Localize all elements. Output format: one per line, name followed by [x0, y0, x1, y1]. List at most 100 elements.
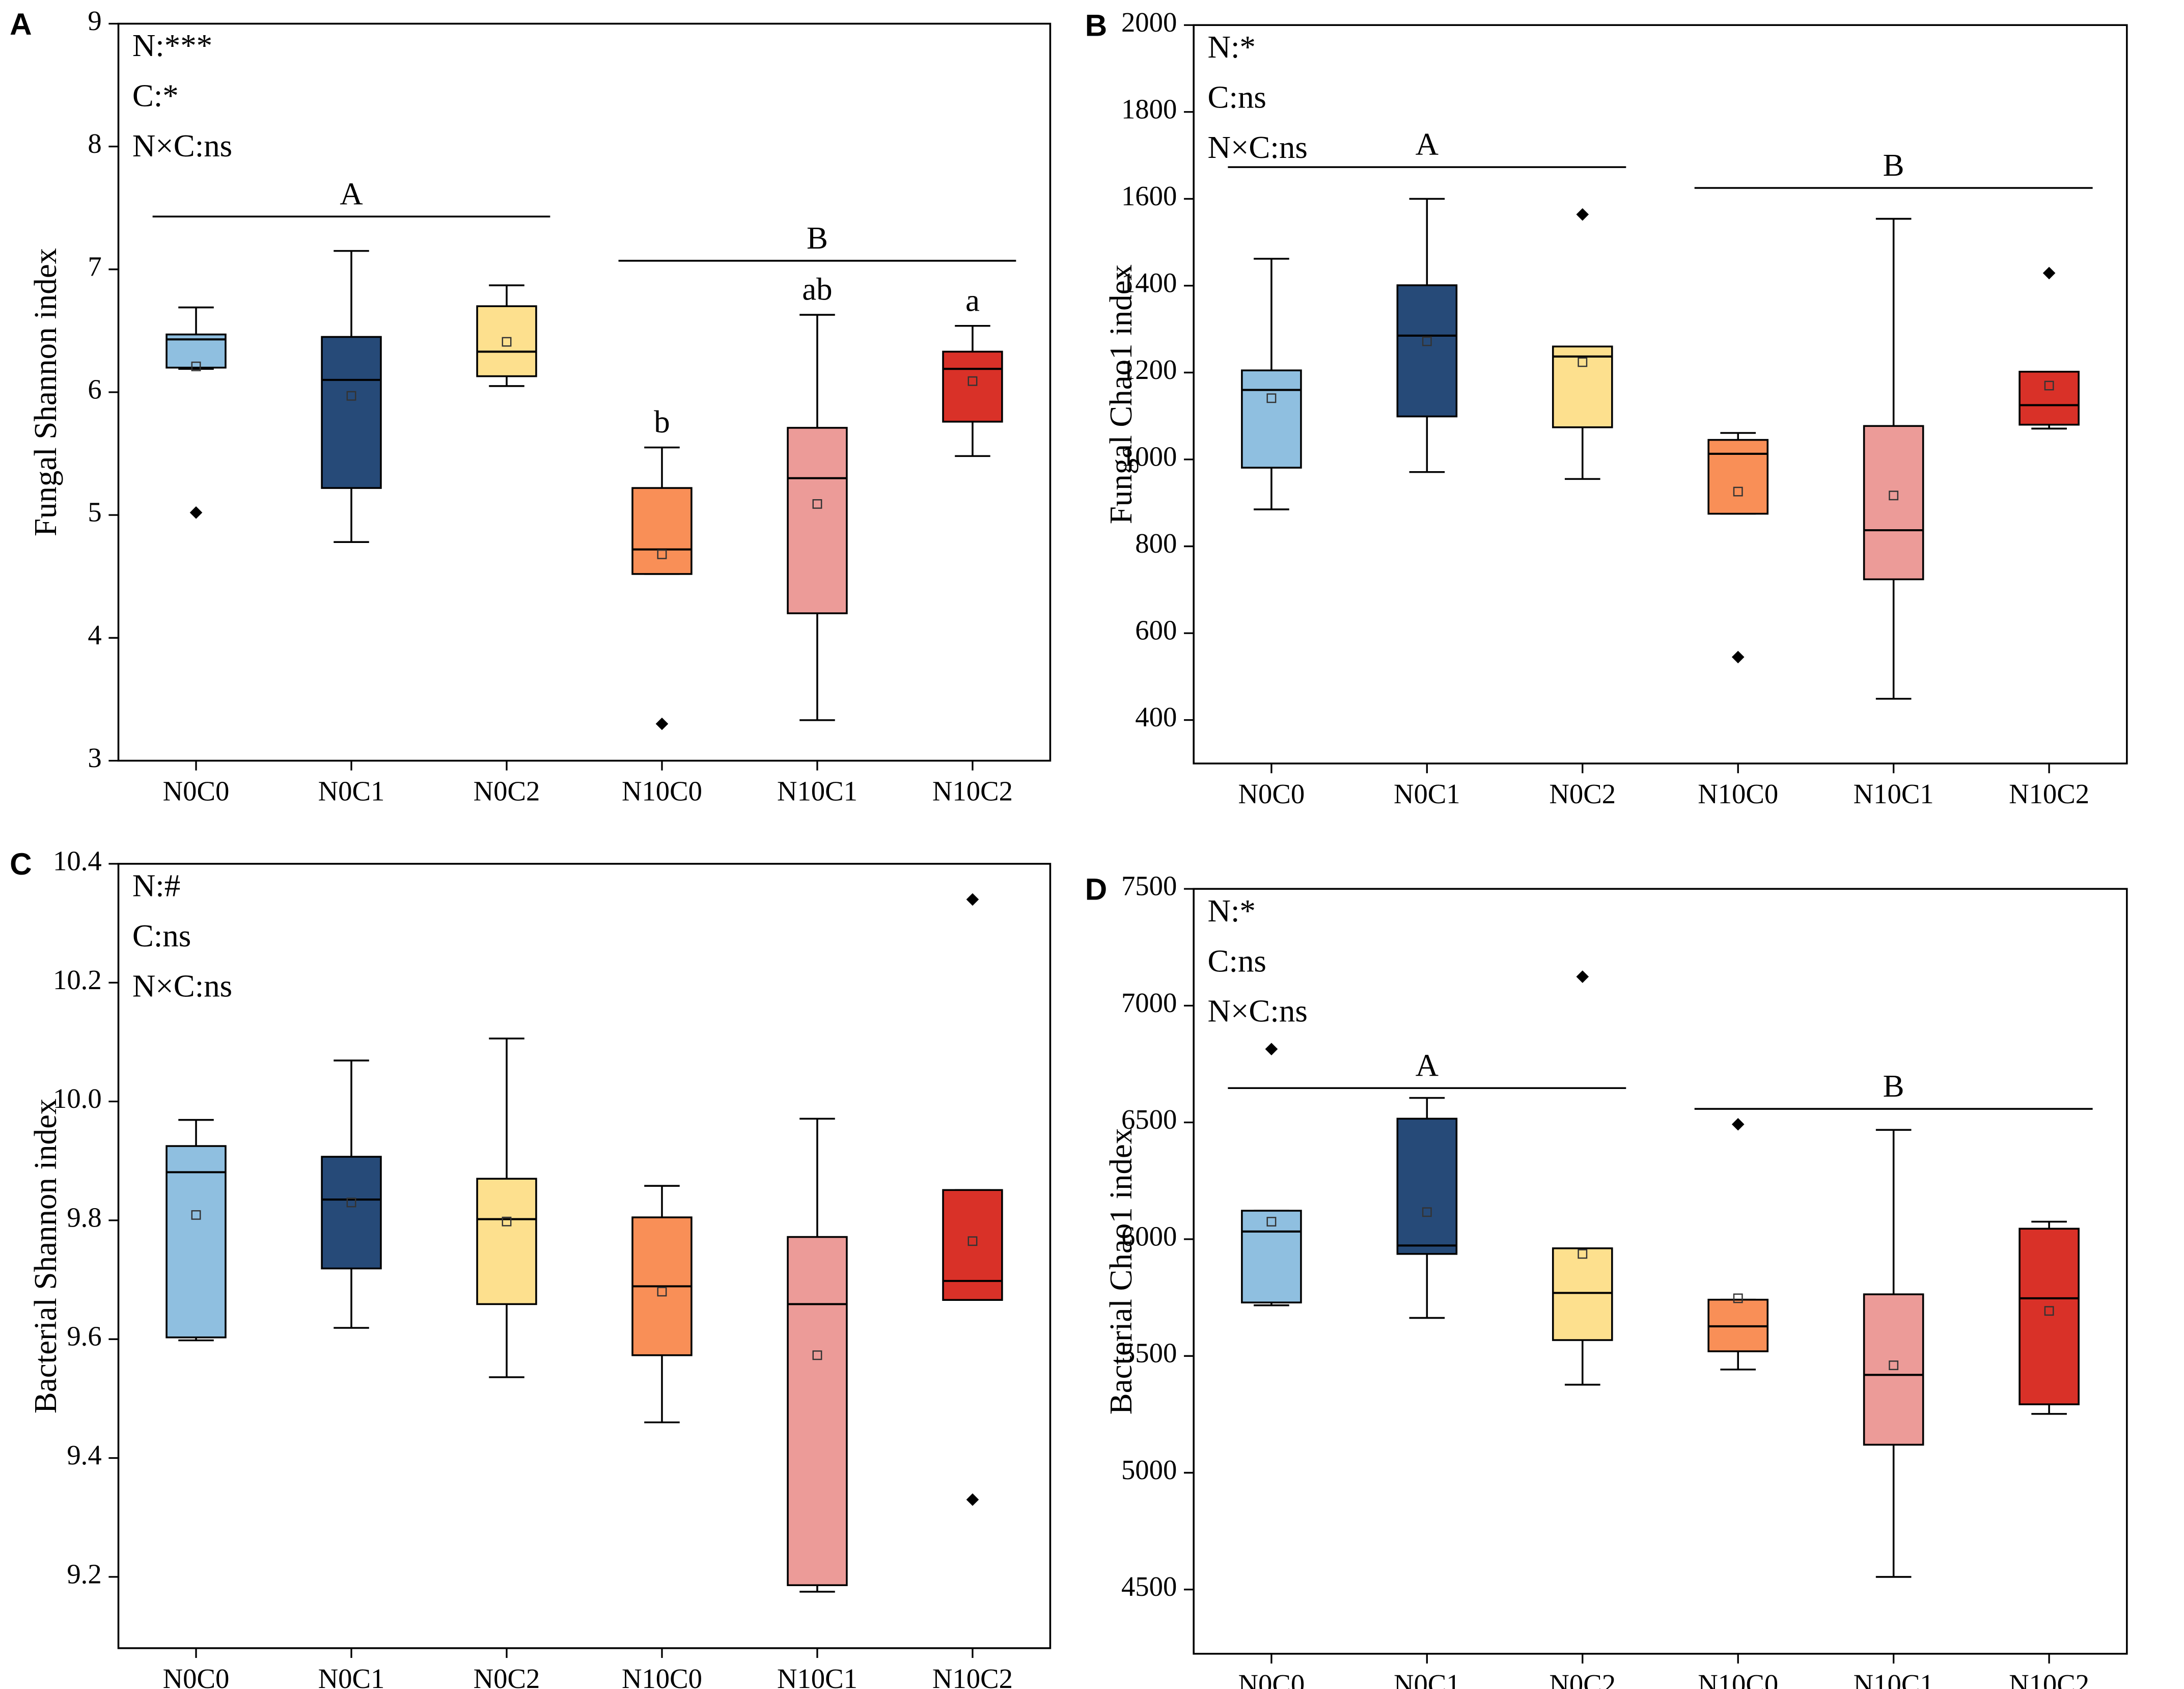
y-tick-label: 9.2: [67, 1558, 101, 1589]
outlier: [966, 893, 979, 906]
x-tick-label: N0C2: [1549, 778, 1616, 809]
y-axis-label: Fungal Shannon index: [27, 248, 63, 536]
panel-label: C: [10, 847, 32, 881]
plot-frame: [1193, 24, 2128, 765]
x-tick-label: N10C2: [2009, 1669, 2089, 1689]
y-tick-label: 5500: [1121, 1338, 1177, 1369]
y-tick-label: 2000: [1121, 7, 1177, 38]
outlier: [966, 1493, 979, 1506]
box-label: a: [965, 282, 980, 318]
mean: [2044, 1306, 2054, 1316]
mean: [1422, 336, 1432, 346]
stat-label: N:*: [1208, 29, 1256, 65]
group-label: B: [807, 220, 828, 256]
box: [476, 305, 537, 377]
plot-frame: [117, 863, 1052, 1649]
mean: [967, 376, 978, 386]
x-tick-label: N0C0: [163, 776, 230, 807]
y-tick-label: 7000: [1121, 987, 1177, 1018]
x-tick-label: N0C0: [1238, 778, 1305, 809]
outlier: [1731, 1118, 1745, 1131]
mean: [1578, 1249, 1588, 1259]
y-tick-label: 6000: [1121, 1220, 1177, 1251]
y-axis-label: Bacterial Chao1 index: [1103, 1128, 1139, 1414]
x-tick-label: N10C2: [2009, 778, 2089, 809]
group-label: B: [1883, 147, 1904, 183]
mean: [191, 1210, 201, 1220]
box: [476, 1178, 537, 1305]
mean: [812, 1350, 822, 1360]
outlier: [189, 506, 203, 519]
mean: [1733, 486, 1743, 497]
x-tick-label: N0C1: [1394, 778, 1460, 809]
box: [2019, 1228, 2080, 1405]
x-tick-label: N10C2: [932, 776, 1013, 807]
outlier: [2042, 266, 2056, 280]
y-tick-label: 400: [1135, 701, 1177, 732]
mean: [967, 1236, 978, 1246]
y-tick-label: 9: [88, 5, 101, 36]
y-tick-label: 4: [88, 619, 101, 650]
x-tick-label: N10C0: [622, 1663, 702, 1689]
x-tick-label: N10C1: [777, 776, 858, 807]
box: [165, 1145, 227, 1339]
y-tick-label: 4500: [1121, 1571, 1177, 1602]
box: [1396, 1118, 1458, 1255]
x-tick-label: N10C1: [777, 1663, 858, 1689]
y-tick-label: 10.4: [53, 845, 102, 876]
box: [321, 336, 382, 489]
stat-label: N×C:ns: [1208, 993, 1308, 1029]
panel-label: B: [1085, 9, 1107, 43]
box: [1552, 1247, 1613, 1341]
y-tick-label: 9.6: [67, 1321, 101, 1352]
x-tick-label: N0C1: [318, 1663, 385, 1689]
y-tick-label: 9.8: [67, 1202, 101, 1233]
y-tick-label: 1600: [1121, 180, 1177, 211]
x-tick-label: N0C2: [474, 776, 540, 807]
stat-label: N×C:ns: [132, 128, 232, 164]
outlier: [1576, 970, 1589, 983]
x-tick-label: N0C1: [318, 776, 385, 807]
panel-label: A: [10, 7, 32, 41]
box: [942, 350, 1003, 423]
stat-label: C:ns: [1208, 943, 1266, 978]
stat-label: N:*: [1208, 893, 1256, 929]
y-tick-label: 1800: [1121, 93, 1177, 124]
box: [631, 487, 693, 575]
box: [787, 427, 848, 614]
box: [321, 1156, 382, 1270]
box: [1396, 284, 1458, 418]
y-tick-label: 9.4: [67, 1439, 101, 1470]
x-tick-label: N0C2: [474, 1663, 540, 1689]
mean: [1733, 1293, 1743, 1303]
group-label: A: [340, 176, 363, 211]
box: [1863, 425, 1924, 581]
group-label: A: [1416, 1047, 1439, 1083]
y-tick-label: 3: [88, 742, 101, 773]
mean: [1266, 1217, 1277, 1227]
y-tick-label: 6500: [1121, 1104, 1177, 1135]
box: [2019, 370, 2080, 426]
stat-label: N×C:ns: [1208, 129, 1308, 165]
y-tick-label: 8: [88, 128, 101, 159]
y-tick-label: 1400: [1121, 267, 1177, 298]
y-tick-label: 800: [1135, 528, 1177, 559]
x-tick-label: N10C2: [932, 1663, 1013, 1689]
mean: [1889, 1360, 1899, 1370]
box: [1552, 345, 1613, 428]
y-tick-label: 7: [88, 251, 101, 282]
mean: [502, 1216, 512, 1227]
stat-label: N:***: [132, 28, 212, 63]
mean: [1578, 357, 1588, 367]
mean: [502, 337, 512, 347]
plot-frame: [117, 22, 1052, 762]
group-label: A: [1416, 126, 1439, 162]
y-tick-label: 1000: [1121, 441, 1177, 472]
stat-label: C:ns: [1208, 79, 1266, 115]
y-tick-label: 1200: [1121, 354, 1177, 385]
stat-label: N:#: [132, 868, 180, 904]
mean: [191, 361, 201, 371]
plot-frame: [1193, 888, 2128, 1655]
